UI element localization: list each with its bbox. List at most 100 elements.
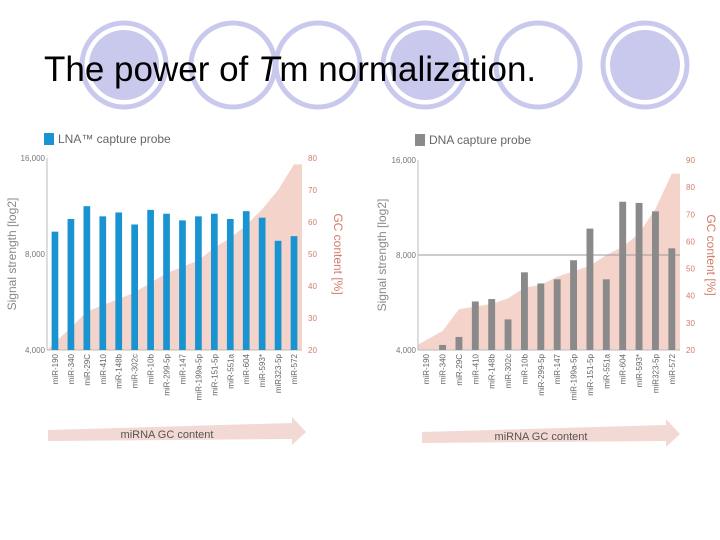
x-tick-label: miR-340	[67, 353, 76, 384]
bar-miR-593*	[635, 202, 643, 350]
decor-circle	[493, 20, 583, 110]
bar-miR-302c	[131, 224, 139, 350]
x-tick-label: miR-302c	[131, 354, 140, 388]
y2-tick-label: 30	[308, 314, 317, 323]
bar-miR-10b	[147, 209, 154, 350]
bar-miR-340	[439, 344, 447, 350]
bar-miR-29C	[83, 206, 91, 350]
bar-miR-410	[471, 301, 479, 350]
x-tick-label: miR-147	[553, 353, 562, 384]
x-tick-label: miR323-5p	[274, 353, 283, 393]
bar-miR-572	[290, 236, 298, 350]
x-tick-label: miR-199a-5p	[570, 353, 579, 400]
y2-tick-label: 50	[686, 265, 695, 274]
x-tick-label: miR-151-5p	[586, 353, 595, 395]
x-tick-label: miR-29C	[455, 354, 464, 386]
bar-miR-551a	[226, 219, 234, 350]
x-tick-label: miR-551a	[226, 353, 235, 388]
x-tick-label: miR-299-5p	[163, 353, 172, 395]
gc-content-area	[418, 173, 680, 350]
bar-miR323-5p	[651, 211, 659, 350]
decor-disc	[89, 30, 159, 100]
x-tick-label: miR-199a-5p	[194, 353, 203, 400]
x-tick-label: miR-572	[290, 353, 299, 384]
page-title: The power of Tm normalization.	[44, 50, 536, 90]
x-tick-label: miR-151-5p	[210, 353, 219, 395]
x-tick-label: miR-410	[471, 353, 480, 384]
title-decoration	[79, 20, 690, 110]
bar-miR-604	[242, 211, 250, 350]
y-axis-title: Signal strength [log2]	[375, 199, 389, 312]
gc-content-arrow	[48, 417, 306, 445]
x-tick-label: miR-299-5p	[537, 353, 546, 395]
bar-miR-604	[619, 201, 627, 350]
bar-miR-148b	[115, 212, 123, 350]
gc-content-arrow	[422, 419, 680, 447]
y2-tick-label: 70	[686, 210, 695, 219]
bar-miR-147	[179, 220, 186, 350]
legend-swatch	[415, 134, 425, 146]
gc-content-area	[47, 164, 302, 350]
bar-miR-199a-5p	[195, 216, 202, 350]
x-tick-label: miR-410	[99, 353, 108, 384]
bar-miR-572	[668, 248, 676, 350]
legend-swatch	[44, 133, 54, 145]
y2-tick-label: 40	[686, 292, 695, 301]
bar-miR-551a	[602, 279, 610, 350]
decor-disc	[610, 30, 680, 100]
title-text: The power of	[44, 50, 258, 89]
y-tick-label: 8,000	[25, 250, 46, 259]
x-tick-label: miR323-5p	[651, 353, 660, 393]
x-tick-label: miR-147	[178, 353, 187, 384]
decor-circle	[79, 20, 169, 110]
y-tick-label: 4,000	[396, 346, 417, 355]
title-italic-text: T	[258, 50, 280, 89]
bar-miR-593*	[258, 217, 266, 350]
bar-miR-410	[99, 216, 107, 350]
arrow-label: miRNA GC content	[121, 429, 214, 441]
title-text-end: m normalization.	[279, 50, 537, 89]
y2-tick-label: 80	[308, 154, 317, 163]
decor-circle	[380, 20, 470, 110]
x-tick-label: miR-551a	[602, 353, 611, 388]
y-tick-label: 8,000	[396, 251, 417, 260]
y2-tick-label: 60	[308, 218, 317, 227]
y2-tick-label: 30	[686, 319, 695, 328]
x-tick-label: miR-302c	[504, 354, 513, 388]
bar-miR-147	[553, 279, 561, 350]
y2-tick-label: 80	[686, 183, 695, 192]
legend-label: LNA™ capture probe	[58, 132, 171, 146]
arrow-label: miRNA GC content	[495, 431, 588, 443]
x-tick-label: miR-190	[51, 353, 60, 384]
decor-circle	[273, 20, 363, 110]
y2-tick-label: 90	[686, 156, 695, 165]
x-tick-label: miR-604	[242, 353, 251, 384]
x-tick-label: miR-572	[668, 353, 677, 384]
x-tick-label: miR-29C	[83, 354, 92, 386]
y2-tick-label: 20	[686, 346, 695, 355]
x-tick-label: miR-148b	[488, 353, 497, 388]
y2-tick-label: 50	[308, 250, 317, 259]
bar-miR-151-5p	[210, 213, 218, 350]
bar-miR-151-5p	[586, 228, 594, 350]
y2-tick-label: 40	[308, 282, 317, 291]
decor-disc	[390, 30, 460, 100]
y2-tick-label: 70	[308, 186, 317, 195]
y2-tick-label: 20	[308, 346, 317, 355]
y-tick-label: 16,000	[392, 156, 417, 165]
x-tick-label: miR-148b	[115, 353, 124, 388]
bar-miR-299-5p	[163, 213, 170, 350]
x-tick-label: miR-604	[619, 353, 628, 384]
x-tick-label: miR-593*	[635, 354, 644, 387]
y-tick-label: 4,000	[25, 346, 46, 355]
bar-miR-340	[67, 219, 75, 350]
bar-miR-29C	[455, 336, 463, 350]
y2-axis-title: GC content [%]	[704, 214, 718, 295]
y2-axis-title: GC content [%]	[331, 213, 345, 294]
y-axis-title: Signal strength [log2]	[5, 198, 19, 311]
x-tick-label: miR-190	[422, 353, 431, 384]
bar-miR-199a-5p	[570, 260, 578, 350]
legend-label: DNA capture probe	[429, 133, 531, 147]
